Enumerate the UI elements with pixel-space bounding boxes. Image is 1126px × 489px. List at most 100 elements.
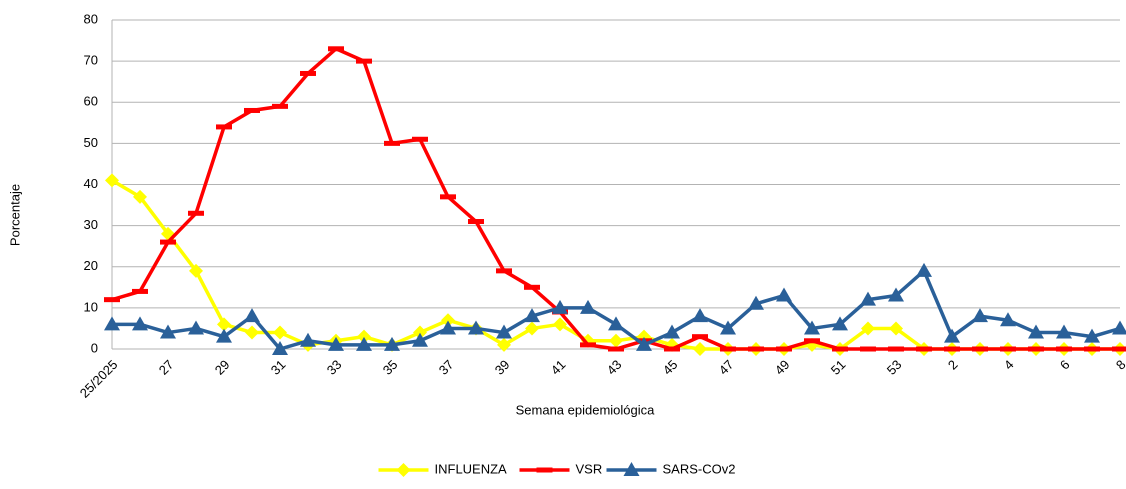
data-point: [132, 316, 148, 331]
data-point: [496, 268, 512, 274]
x-tick-label: 39: [492, 357, 513, 378]
data-point: [720, 320, 736, 335]
y-tick-label: 40: [84, 176, 98, 191]
data-point: [244, 107, 260, 113]
data-point: [104, 316, 120, 331]
x-tick-label: 35: [380, 357, 401, 378]
data-point: [189, 263, 203, 278]
y-axis-title: Porcentaje: [7, 184, 22, 246]
y-tick-label: 80: [84, 11, 98, 26]
data-point: [776, 287, 792, 302]
y-tick-label: 0: [91, 340, 98, 355]
data-point: [524, 308, 540, 323]
data-point: [1112, 320, 1126, 335]
data-point: [468, 320, 484, 335]
data-point: [972, 308, 988, 323]
x-tick-label: 27: [156, 357, 177, 378]
x-tick-label: 45: [660, 357, 681, 378]
data-point: [273, 325, 287, 340]
data-point: [888, 287, 904, 302]
data-point: [861, 321, 875, 336]
data-point: [133, 189, 147, 204]
y-tick-label: 20: [84, 258, 98, 273]
data-point: [357, 329, 371, 344]
data-point: [300, 70, 316, 76]
data-point: [245, 325, 259, 340]
data-point: [412, 136, 428, 142]
data-point: [384, 336, 400, 351]
data-point: [328, 46, 344, 52]
data-point: [441, 313, 455, 328]
data-point: [693, 342, 707, 356]
data-point: [692, 334, 708, 340]
x-tick-label: 31: [268, 357, 289, 378]
data-point: [608, 346, 624, 352]
x-tick-label: 25/2025: [77, 357, 121, 401]
data-point: [1000, 312, 1016, 327]
data-point: [1112, 346, 1126, 352]
y-tick-label: 10: [84, 299, 98, 314]
data-point: [1084, 328, 1100, 343]
x-tick-label: 8: [1113, 357, 1126, 373]
legend-marker: [623, 462, 640, 476]
data-point: [300, 332, 316, 347]
data-point: [748, 295, 764, 310]
data-point: [1028, 346, 1044, 352]
data-point: [580, 299, 596, 314]
data-point: [216, 124, 232, 130]
data-point: [1000, 346, 1016, 352]
x-tick-label: 6: [1057, 357, 1073, 373]
data-point: [525, 321, 539, 336]
data-point: [272, 341, 288, 355]
data-point: [636, 336, 652, 351]
data-point: [553, 317, 567, 332]
data-point: [552, 299, 568, 314]
data-point: [412, 332, 428, 347]
legend-label: VSR: [576, 461, 603, 476]
x-tick-label: 43: [604, 357, 625, 378]
data-point: [356, 336, 372, 351]
data-point: [1056, 324, 1072, 339]
x-tick-label: 37: [436, 357, 457, 378]
x-tick-label: 47: [716, 357, 737, 378]
data-point: [188, 320, 204, 335]
data-point: [1056, 346, 1072, 352]
y-tick-label: 30: [84, 217, 98, 232]
data-point: [413, 325, 427, 340]
data-point: [804, 338, 820, 344]
data-point: [609, 333, 623, 348]
series-line: [111, 47, 1120, 351]
data-point: [497, 337, 511, 352]
data-point: [944, 346, 960, 352]
x-tick-label: 29: [212, 357, 233, 378]
data-point: [748, 346, 764, 352]
data-point: [356, 58, 372, 64]
data-point: [608, 316, 624, 331]
data-point: [216, 328, 232, 343]
data-point: [244, 308, 260, 323]
data-point: [664, 324, 680, 339]
data-point: [1028, 324, 1044, 339]
y-tick-label: 60: [84, 94, 98, 109]
data-point: [104, 297, 120, 303]
data-point: [160, 239, 176, 245]
y-tick-label: 70: [84, 53, 98, 68]
x-tick-label: 2: [945, 357, 961, 373]
data-point: [720, 346, 736, 352]
data-point: [860, 346, 876, 352]
data-point: [944, 328, 960, 343]
data-point: [916, 346, 932, 352]
x-tick-label: 53: [884, 357, 905, 378]
x-tick-label: 41: [548, 357, 569, 378]
data-point: [160, 324, 176, 339]
x-tick-label: 4: [1001, 357, 1017, 373]
data-point: [888, 346, 904, 352]
legend-label: INFLUENZA: [435, 461, 508, 476]
data-point: [580, 342, 596, 348]
data-point: [105, 173, 119, 188]
legend-marker: [536, 467, 553, 473]
x-tick-label: 49: [772, 357, 793, 378]
data-point: [132, 288, 148, 294]
data-point: [664, 346, 680, 352]
